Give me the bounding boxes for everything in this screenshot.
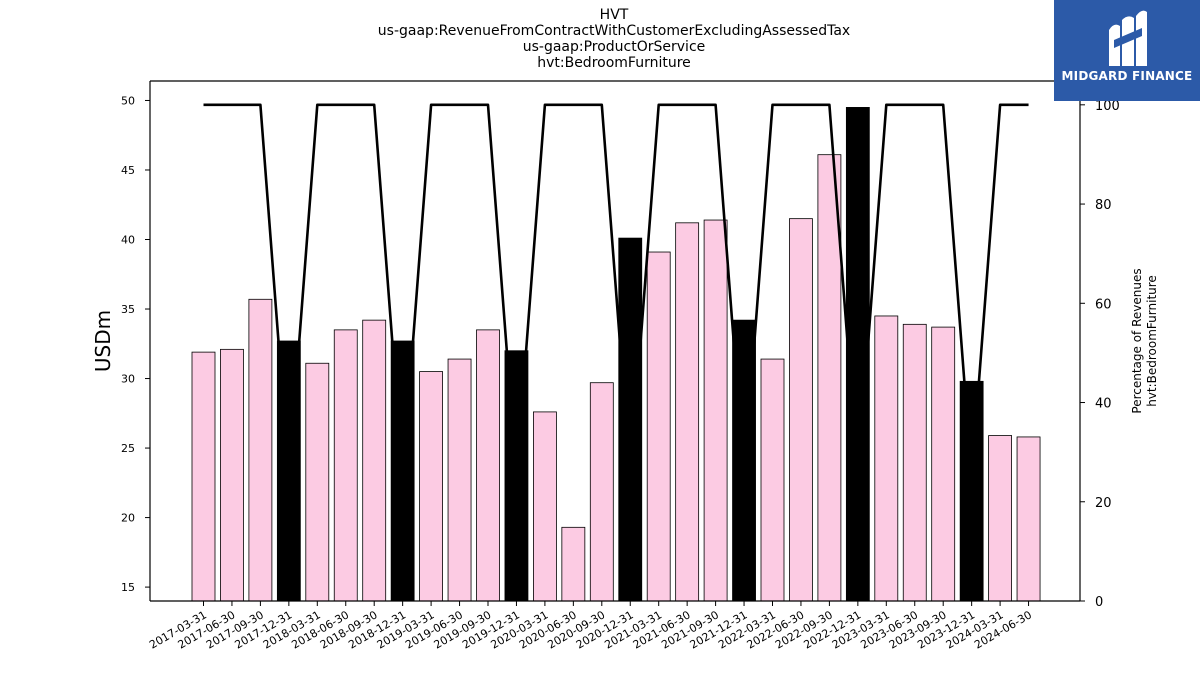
bar-2022-12-31 — [845, 107, 870, 602]
y-tick-label: 15 — [121, 581, 135, 594]
bar-2023-12-31 — [959, 380, 984, 602]
bar-2017-06-30 — [220, 348, 244, 602]
y-right-tick-label: 100 — [1095, 99, 1120, 114]
y-right-tick-label: 60 — [1095, 297, 1112, 312]
bar-2019-06-30 — [447, 358, 472, 602]
y-tick-label: 35 — [121, 303, 135, 316]
bar-2019-03-31 — [419, 371, 444, 602]
y-tick-label: 45 — [121, 164, 135, 177]
y-tick-label: 50 — [121, 94, 135, 107]
bar-2023-09-30 — [931, 326, 956, 602]
bar-2018-09-30 — [362, 319, 387, 602]
y-axis-right-label-line-2: hvt:BedroomFurniture — [1145, 275, 1159, 407]
bar-2022-06-30 — [789, 218, 813, 602]
y-tick-label: 30 — [121, 373, 135, 386]
bar-2020-06-30 — [561, 526, 586, 602]
bar-2021-06-30 — [675, 222, 700, 602]
midgard-finance-logo: MIDGARD FINANCE — [1054, 0, 1200, 101]
bar-2024-03-31 — [988, 435, 1012, 602]
y-right-tick-label: 0 — [1095, 595, 1103, 610]
bar-2017-09-30 — [248, 298, 273, 602]
bar-2020-12-31 — [618, 237, 643, 602]
chart-title-line-4: hvt:BedroomFurniture — [537, 55, 691, 71]
bar-2023-03-31 — [874, 315, 899, 602]
y-right-tick-label: 20 — [1095, 496, 1112, 511]
bar-2022-03-31 — [760, 358, 785, 602]
y-axis-right-label-line-1: Percentage of Revenues — [1130, 268, 1144, 413]
y-axis-label: USDm — [91, 310, 115, 372]
bar-2020-03-31 — [533, 411, 557, 602]
percentage-line — [203, 103, 1029, 479]
y-tick-label: 40 — [121, 234, 135, 247]
chart-title-line-3: us-gaap:ProductOrService — [522, 39, 706, 55]
bar-2020-09-30 — [589, 382, 614, 602]
bar-2019-09-30 — [476, 329, 500, 602]
y-right-tick-label: 80 — [1095, 198, 1112, 213]
logo-text: MIDGARD FINANCE — [1061, 69, 1193, 83]
bar-2018-03-31 — [305, 362, 330, 602]
bar-2018-06-30 — [333, 329, 358, 602]
y-tick-label: 20 — [121, 512, 135, 525]
y-right-tick-label: 40 — [1095, 397, 1112, 412]
y-tick-label: 25 — [121, 442, 135, 455]
logo-mark-icon — [1109, 10, 1147, 67]
bar-2021-03-31 — [646, 251, 671, 602]
chart-title-line-1: HVT — [599, 7, 629, 23]
bar-2021-09-30 — [703, 219, 728, 602]
chart-title-line-2: us-gaap:RevenueFromContractWithCustomerE… — [377, 23, 851, 39]
bar-2023-06-30 — [902, 323, 927, 602]
bar-2017-03-31 — [191, 351, 216, 602]
bar-2024-06-30 — [1016, 436, 1041, 602]
